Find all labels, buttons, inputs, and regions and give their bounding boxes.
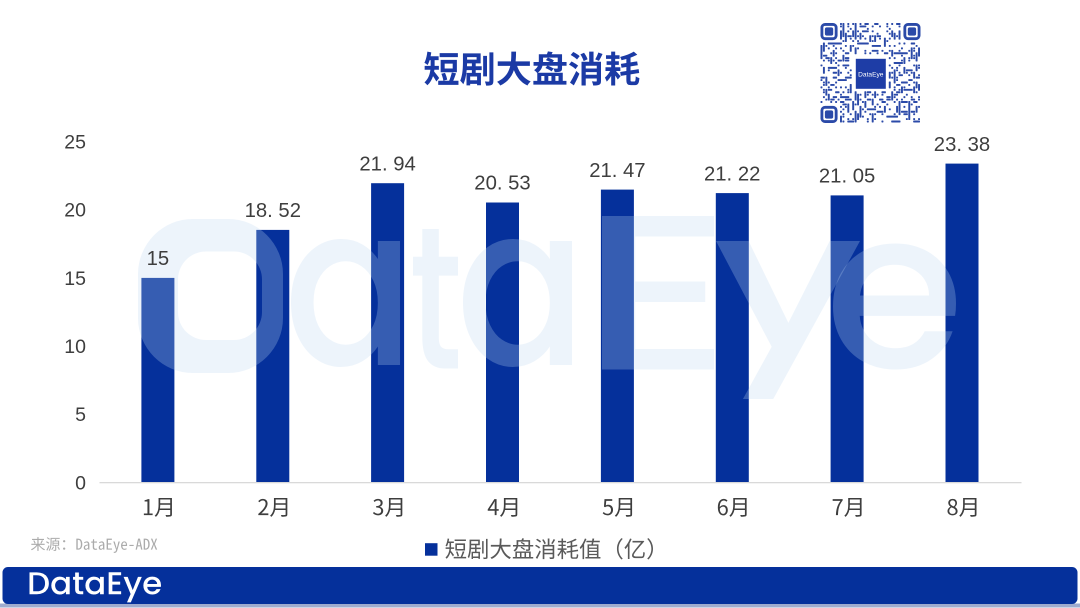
svg-text:20. 53: 20. 53 — [474, 173, 530, 195]
svg-text:23. 38: 23. 38 — [934, 134, 990, 156]
svg-text:18. 52: 18. 52 — [245, 200, 301, 222]
svg-text:21. 47: 21. 47 — [589, 160, 645, 182]
svg-text:20: 20 — [64, 200, 86, 222]
svg-text:0: 0 — [75, 472, 86, 494]
svg-text:10: 10 — [64, 336, 86, 358]
svg-text:15: 15 — [147, 248, 170, 270]
svg-text:5: 5 — [75, 404, 86, 426]
svg-text:21. 94: 21. 94 — [359, 153, 415, 175]
svg-text:25: 25 — [64, 131, 86, 153]
svg-text:21. 05: 21. 05 — [819, 166, 875, 188]
svg-text:15: 15 — [64, 268, 86, 290]
svg-text:21. 22: 21. 22 — [704, 163, 760, 185]
svg-text:DataEye: DataEye — [858, 72, 884, 79]
